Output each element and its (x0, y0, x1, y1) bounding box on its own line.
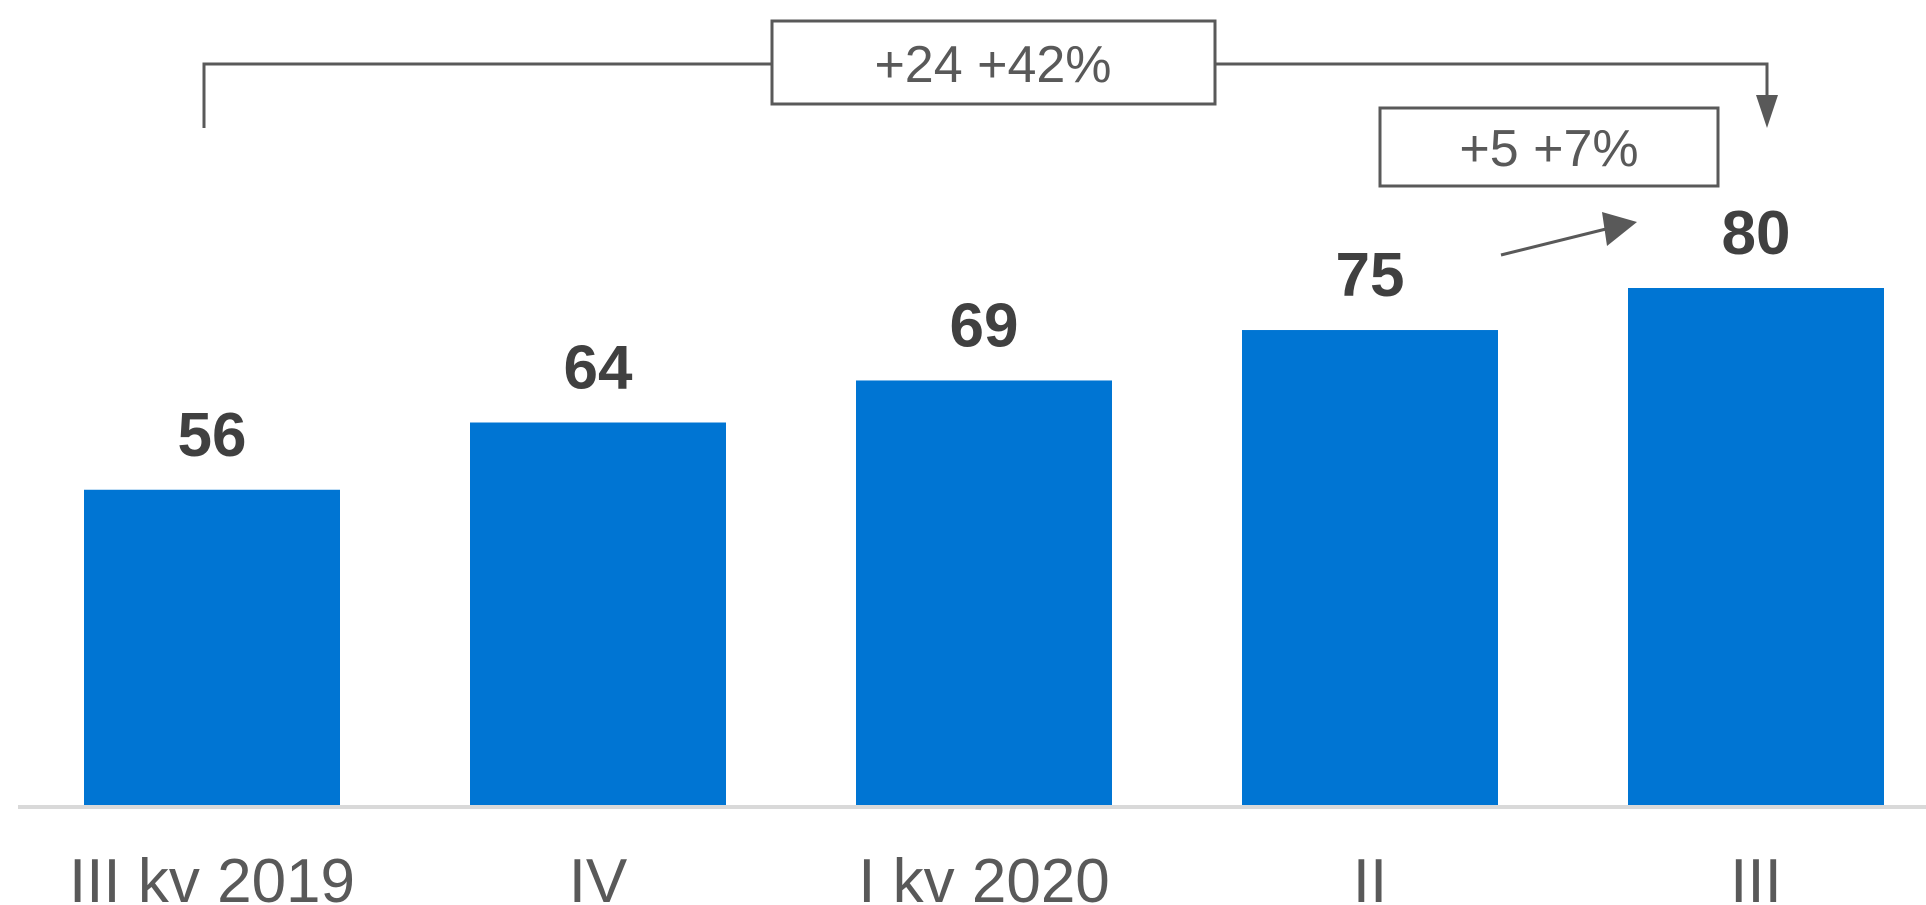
quarter-change-arrow-line (1500, 226, 1611, 257)
overall-change-annotation: +24 +42% (202, 19, 1778, 128)
category-label-4: II (1353, 847, 1387, 905)
bars-group (84, 288, 1884, 805)
bar-4 (1242, 330, 1498, 805)
category-label-1: III kv 2019 (69, 847, 355, 905)
category-labels-group: III kv 2019 IV I kv 2020 II III (69, 847, 1782, 905)
quarter-change-box (1378, 106, 1720, 188)
quarter-change-arrowhead (1602, 212, 1637, 246)
value-labels-group: 56 64 69 75 80 (178, 199, 1791, 470)
bar-value-label-3: 69 (950, 291, 1019, 360)
bar-value-label-1: 56 (178, 401, 247, 470)
bar-2 (470, 422, 726, 805)
bar-value-label-2: 64 (564, 334, 633, 403)
category-label-3: I kv 2020 (858, 847, 1110, 905)
category-label-5: III (1730, 847, 1782, 905)
overall-change-arrowhead (1756, 95, 1778, 128)
bar-value-label-5: 80 (1722, 199, 1791, 268)
bar-value-label-4: 75 (1336, 241, 1405, 310)
category-label-2: IV (569, 847, 628, 905)
quarter-change-label: +5 +7% (1459, 120, 1638, 178)
overall-change-box (770, 19, 1217, 106)
overall-change-label: +24 +42% (874, 36, 1111, 94)
bar-5 (1628, 288, 1884, 805)
bar-3 (856, 380, 1112, 805)
bar-1 (84, 489, 340, 805)
quarter-change-annotation: +5 +7% (1378, 106, 1720, 257)
